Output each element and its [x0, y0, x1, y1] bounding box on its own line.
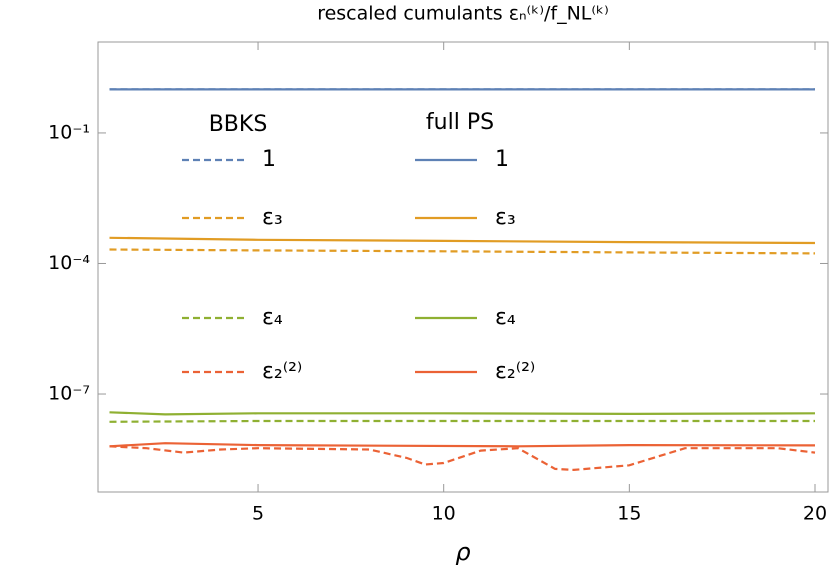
x-tick-label: 10	[432, 503, 456, 525]
legend-label: ε₃	[262, 205, 283, 230]
series-line	[109, 442, 816, 448]
legend-label: ε₂⁽²⁾	[262, 359, 302, 384]
series-line	[109, 445, 816, 472]
y-tick-label: 10⁻⁴	[48, 252, 90, 274]
legend-label: ε₃	[495, 205, 516, 230]
series-line	[109, 411, 816, 416]
legend-label: 1	[262, 147, 276, 172]
y-tick-label: 10⁻¹	[48, 121, 90, 143]
series-line	[109, 236, 816, 245]
legend-label: ε₄	[495, 305, 516, 330]
series-line	[109, 248, 816, 255]
x-axis-label: ρ	[455, 538, 470, 566]
legend-title: full PS	[426, 110, 494, 135]
chart-title: rescaled cumulants εₙ⁽ᵏ⁾/f_NL⁽ᵏ⁾	[317, 3, 609, 25]
series-line	[109, 419, 815, 423]
x-tick-label: 15	[617, 503, 641, 525]
legend-label: 1	[495, 147, 509, 172]
y-tick-label: 10⁻⁷	[48, 383, 90, 405]
legend-label: ε₄	[262, 305, 283, 330]
legend-title: BBKS	[209, 112, 268, 137]
x-tick-label: 5	[252, 503, 264, 525]
legend-label: ε₂⁽²⁾	[495, 359, 535, 384]
x-tick-label: 20	[803, 503, 827, 525]
plot-frame	[97, 41, 829, 493]
